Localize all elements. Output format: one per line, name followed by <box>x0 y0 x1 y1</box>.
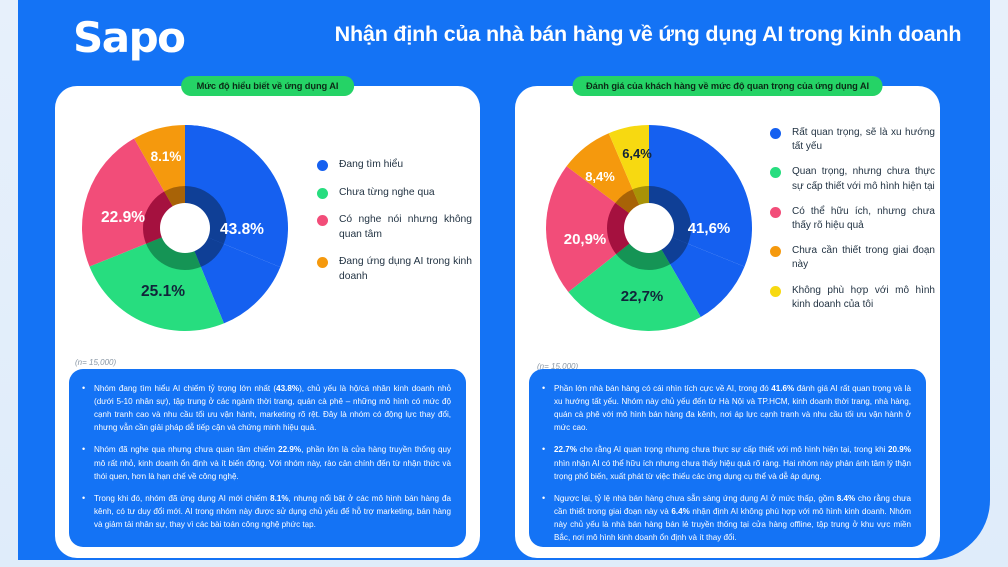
legend-label: Đang ứng dụng AI trong kinh doanh <box>339 256 472 283</box>
legend-label: Chưa cần thiết trong giai đoạn này <box>792 245 935 271</box>
left-slice-label-3: 8.1% <box>151 149 182 164</box>
legend-item[interactable]: Chưa cần thiết trong giai đoạn này <box>770 244 935 272</box>
right-sample-size-note: (n= 15,000) <box>537 362 579 371</box>
legend-color-dot-yellow <box>770 285 781 297</box>
legend-color-dot-orange <box>317 257 328 269</box>
bullet-item: • Trong khi đó, nhóm đã ứng dụng AI mới … <box>82 492 451 531</box>
left-slice-label-2: 22.9% <box>101 209 145 226</box>
legend-color-dot-blue <box>317 160 328 171</box>
header: Sapo Nhận định của nhà bán hàng về ứng d… <box>18 0 990 74</box>
legend-color-dot-green <box>317 187 328 199</box>
left-pie-svg: 43.8% 25.1% 22.9% 8.1% <box>81 125 289 332</box>
right-slice-label-4: 6,4% <box>622 146 652 161</box>
legend-label: Đang tìm hiểu <box>339 159 404 170</box>
legend-item[interactable]: Rất quan trọng, sẽ là xu hướng tất yếu <box>770 126 935 154</box>
left-analysis-box: • Nhóm đang tìm hiểu AI chiếm tỷ trọng l… <box>69 369 466 547</box>
legend-label: Rất quan trọng, sẽ là xu hướng tất yếu <box>792 127 935 153</box>
legend-label: Có nghe nói nhưng không quan tâm <box>339 214 472 240</box>
left-card: Mức độ hiểu biết về ứng dụng AI <box>55 76 480 558</box>
bullet-marker: • <box>542 444 546 455</box>
legend-item[interactable]: Đang ứng dụng AI trong kinh doanh <box>317 255 472 284</box>
legend-label: Quan trọng, nhưng chưa thực sự cấp thiết… <box>792 166 935 192</box>
right-pie-chart: 41,6% 22,7% 20,9% 8,4% 6,4% <box>537 120 772 347</box>
right-chart-area: 41,6% 22,7% 20,9% 8,4% 6,4% Rất quan trọ… <box>515 108 940 371</box>
right-slice-label-2: 20,9% <box>564 231 607 248</box>
bullet-text: Trong khi đó, nhóm đã ứng dụng AI mới ch… <box>94 493 451 529</box>
left-slice-label-0: 43.8% <box>220 221 264 238</box>
right-slice-label-0: 41,6% <box>688 220 731 237</box>
legend-item[interactable]: Có thể hữu ích, nhưng chưa thấy rõ hiệu … <box>770 205 935 233</box>
legend-color-dot-orange <box>770 246 781 258</box>
bullet-item: • Nhóm đang tìm hiểu AI chiếm tỷ trọng l… <box>82 382 451 434</box>
legend-label: Không phù hợp với mô hình kinh doanh của… <box>792 284 935 310</box>
bullet-item: • Phần lớn nhà bán hàng có cái nhìn tích… <box>542 382 911 434</box>
legend-label: Chưa từng nghe qua <box>339 186 435 198</box>
legend-item[interactable]: Chưa từng nghe qua <box>317 186 472 201</box>
bullet-text: Nhóm đang tìm hiểu AI chiếm tỷ trọng lớn… <box>94 384 451 433</box>
bullet-item: • Ngược lại, tỷ lệ nhà bán hàng chưa sẵn… <box>542 492 911 544</box>
legend-item[interactable]: Đang tìm hiểu <box>317 158 472 173</box>
bullet-text: 22.7% cho rằng AI quan trọng nhưng chưa … <box>554 445 911 481</box>
page-title: Nhận định của nhà bán hàng về ứng dụng A… <box>334 22 962 46</box>
bullet-marker: • <box>542 492 546 503</box>
left-slice-label-1: 25.1% <box>141 283 185 300</box>
left-chart-area: 43.8% 25.1% 22.9% 8.1% Đang tìm hiểu Chư… <box>55 108 480 367</box>
bullet-marker: • <box>82 444 86 455</box>
bullet-item: • Nhóm đã nghe qua nhưng chưa quan tâm c… <box>82 443 451 482</box>
bullet-text: Nhóm đã nghe qua nhưng chưa quan tâm chi… <box>94 445 452 481</box>
legend-color-dot-pink <box>770 206 781 218</box>
bullet-text: Ngược lại, tỷ lệ nhà bán hàng chưa sẵn s… <box>554 493 911 543</box>
right-card-badge: Đánh giá của khách hàng về mức độ quan t… <box>572 76 883 96</box>
legend-item[interactable]: Quan trọng, nhưng chưa thực sự cấp thiết… <box>770 165 935 193</box>
left-pie-chart: 43.8% 25.1% 22.9% 8.1% <box>67 120 307 347</box>
bullet-item: • 22.7% cho rằng AI quan trọng nhưng chư… <box>542 443 911 482</box>
right-card: Đánh giá của khách hàng về mức độ quan t… <box>515 76 940 558</box>
legend-item[interactable]: Không phù hợp với mô hình kinh doanh của… <box>770 284 935 312</box>
legend-color-dot-blue <box>770 128 781 139</box>
right-analysis-box: • Phần lớn nhà bán hàng có cái nhìn tích… <box>529 369 926 547</box>
bullet-marker: • <box>82 492 86 503</box>
left-card-badge: Mức độ hiểu biết về ứng dụng AI <box>180 76 355 96</box>
bullet-marker: • <box>82 383 86 393</box>
right-pie-svg: 41,6% 22,7% 20,9% 8,4% 6,4% <box>545 125 753 331</box>
right-slice-label-3: 8,4% <box>585 169 615 184</box>
bullet-text: Phần lớn nhà bán hàng có cái nhìn tích c… <box>554 384 911 433</box>
legend-label: Có thể hữu ích, nhưng chưa thấy rõ hiệu … <box>792 205 935 231</box>
sapo-logo: Sapo <box>73 13 186 62</box>
legend-color-dot-pink <box>317 215 328 227</box>
right-slice-label-1: 22,7% <box>621 288 664 305</box>
right-legend: Rất quan trọng, sẽ là xu hướng tất yếu Q… <box>770 126 935 323</box>
bullet-marker: • <box>542 383 546 393</box>
legend-item[interactable]: Có nghe nói nhưng không quan tâm <box>317 213 472 242</box>
legend-color-dot-green <box>770 167 781 179</box>
left-legend: Đang tìm hiểu Chưa từng nghe qua Có nghe… <box>317 158 472 298</box>
left-sample-size-note: (n= 15,000) <box>75 358 117 367</box>
